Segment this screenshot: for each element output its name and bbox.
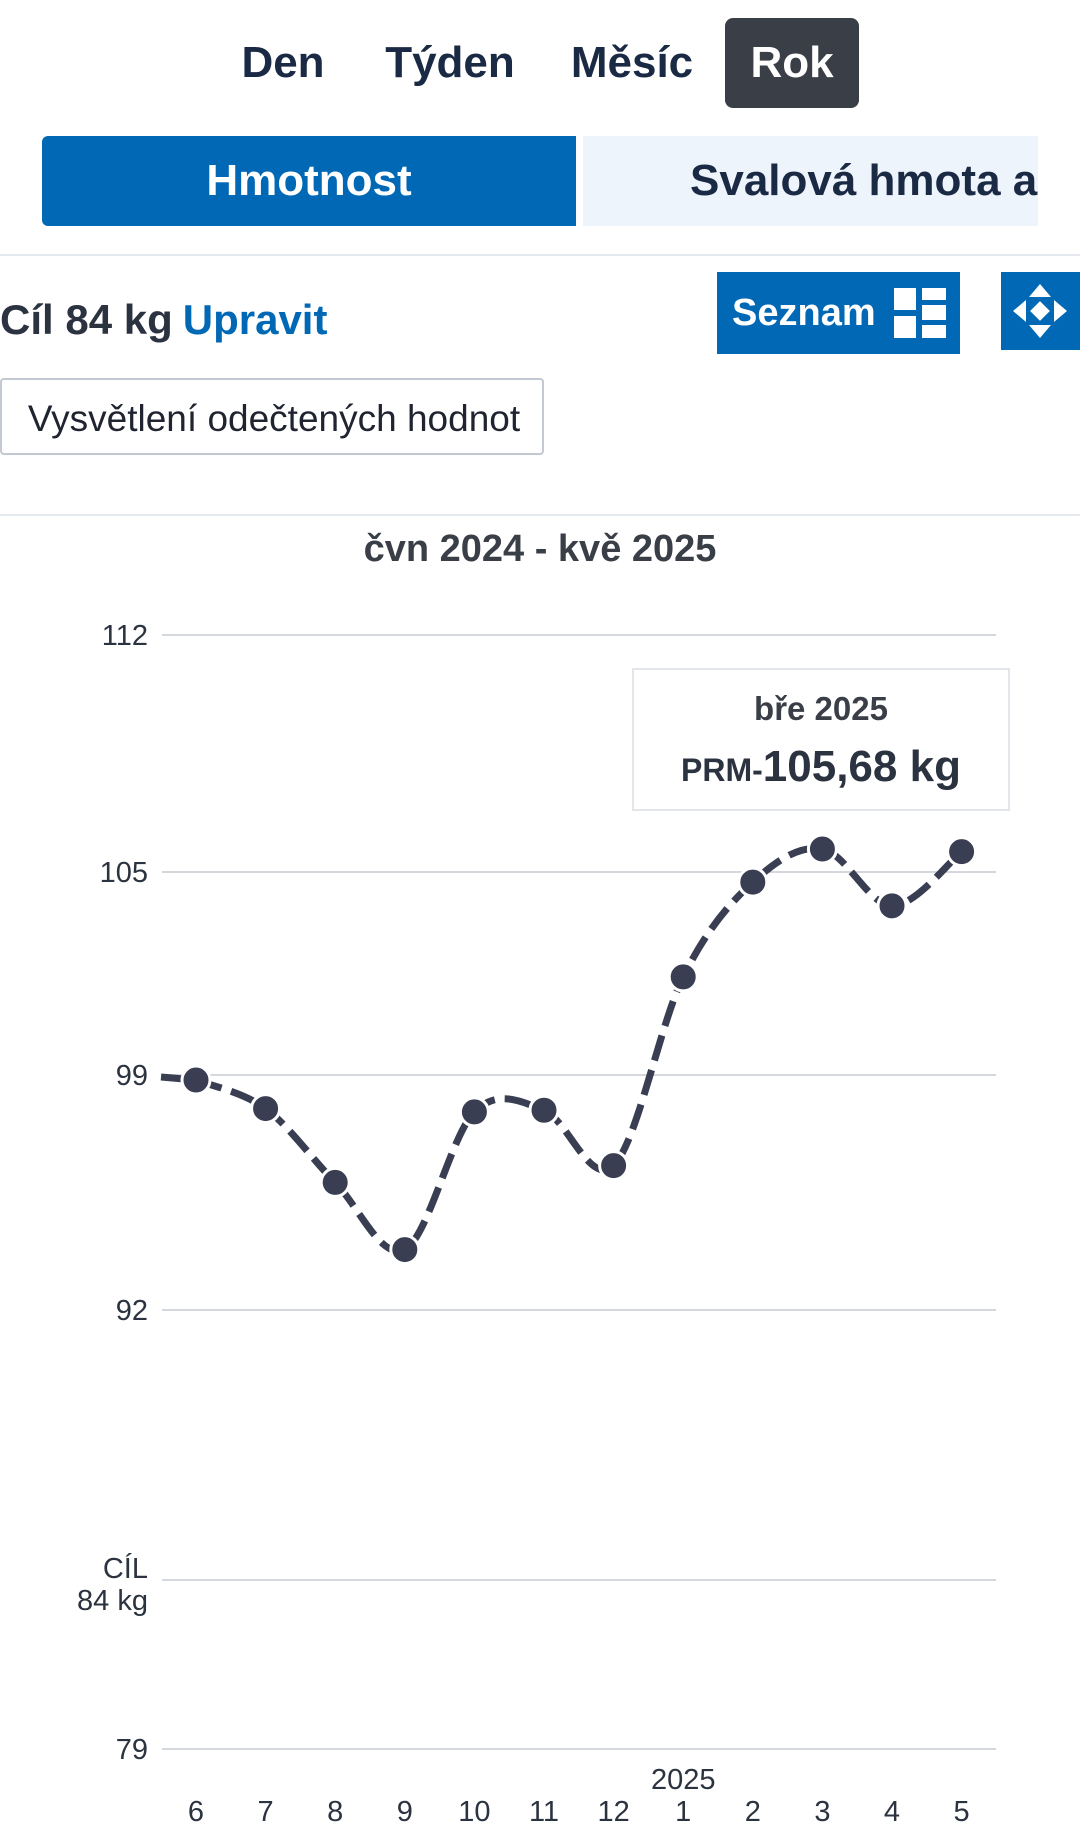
goal-value-label: 84 kg — [77, 1585, 148, 1617]
x-tick-label: 5 — [954, 1796, 970, 1828]
tab-weight[interactable]: Hmotnost — [42, 136, 576, 226]
data-point — [250, 1093, 282, 1125]
data-point — [598, 1150, 630, 1182]
tab-week[interactable]: Týden — [385, 38, 515, 87]
x-tick-label: 10 — [458, 1796, 490, 1828]
tooltip-number: 105,68 kg — [762, 742, 961, 791]
edit-goal-link[interactable]: Upravit — [182, 296, 328, 343]
x-tick-label: 2 — [745, 1796, 761, 1828]
y-tick-label: 79 — [116, 1734, 148, 1766]
data-point — [667, 961, 699, 993]
tab-day[interactable]: Den — [241, 38, 325, 87]
y-tick-label: 112 — [102, 620, 148, 652]
data-point — [389, 1234, 421, 1266]
y-tick-label: 92 — [116, 1295, 148, 1327]
y-tick-label: 105 — [100, 857, 148, 889]
tab-muscle-fat[interactable]: Svalová hmota a tuk — [583, 136, 1038, 226]
data-point — [528, 1094, 560, 1126]
x-tick-label: 9 — [397, 1796, 413, 1828]
goal-label: CÍL — [103, 1552, 148, 1585]
x-tick-label: 12 — [597, 1796, 629, 1828]
x-tick-label: 1 — [675, 1796, 691, 1828]
goal-text: Cíl 84 kg — [0, 296, 173, 343]
move-button[interactable] — [1001, 272, 1080, 350]
x-tick-label: 7 — [258, 1796, 274, 1828]
tooltip-value: PRM-105,68 kg — [634, 742, 1008, 792]
y-tick-label: 99 — [116, 1060, 148, 1092]
data-point — [737, 866, 769, 898]
chart-title: čvn 2024 - kvě 2025 — [363, 528, 717, 570]
x-tick-label: 6 — [188, 1796, 204, 1828]
tooltip-prefix: PRM- — [681, 752, 763, 788]
chart-tooltip: bře 2025 PRM-105,68 kg — [632, 668, 1010, 811]
x-year-label: 2025 — [651, 1764, 716, 1796]
data-point — [319, 1166, 351, 1198]
x-tick-label: 11 — [529, 1796, 559, 1828]
tab-month[interactable]: Měsíc — [570, 38, 694, 87]
data-point — [876, 890, 908, 922]
grid-view-icon — [894, 288, 946, 338]
move-arrows-icon — [1013, 284, 1067, 338]
data-point — [180, 1064, 212, 1096]
period-tabs: Den Týden Měsíc Rok — [0, 18, 1080, 108]
tab-year[interactable]: Rok — [725, 18, 859, 108]
goal-row: Cíl 84 kg Upravit — [0, 290, 327, 350]
x-tick-label: 3 — [814, 1796, 830, 1828]
x-tick-label: 8 — [327, 1796, 343, 1828]
divider — [0, 254, 1080, 256]
data-point — [946, 836, 978, 868]
metric-tabs: Hmotnost Svalová hmota a tuk — [42, 136, 1038, 226]
explain-values-button[interactable]: Vysvětlení odečtených hodnot — [0, 378, 544, 455]
tooltip-date: bře 2025 — [754, 690, 888, 727]
list-button-label: Seznam — [732, 292, 876, 334]
divider — [0, 514, 1080, 516]
x-tick-label: 4 — [884, 1796, 900, 1828]
data-point — [458, 1096, 490, 1128]
list-button[interactable]: Seznam — [717, 272, 960, 354]
weight-series-line — [160, 844, 964, 1255]
data-point — [806, 833, 838, 865]
